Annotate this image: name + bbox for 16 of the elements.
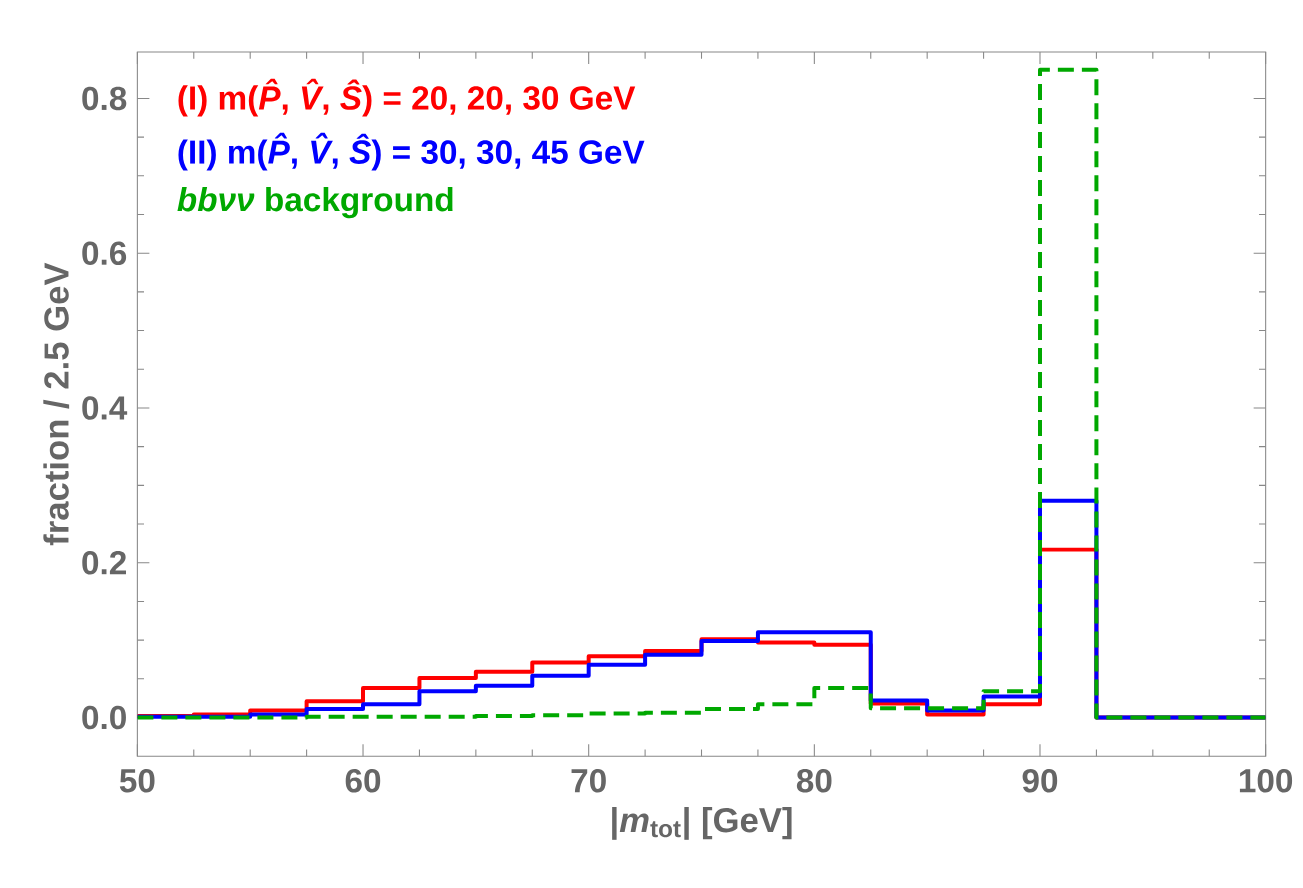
y-tick-label: 0.4 xyxy=(82,396,128,420)
y-axis-title: fraction / 2.5 GeV xyxy=(43,262,70,546)
text: bbνν background xyxy=(177,186,453,219)
text: (II) m(P̂, V̂, Ŝ) = 30, 30, 45 GeV xyxy=(178,132,645,171)
y-tick-label: 0.0 xyxy=(82,705,126,730)
x-tick-label: 80 xyxy=(796,768,832,793)
y-tick-label: 0.6 xyxy=(82,241,127,265)
text: (I) m(P̂, V̂, Ŝ) = 20, 20, 30 GeV xyxy=(178,78,636,117)
y-tick-label: 0.2 xyxy=(82,550,126,575)
x-tick-label: 90 xyxy=(1022,768,1058,793)
x-axis-title: |m$_{tot}$| [GeV] xyxy=(612,806,792,840)
x-tick-label: 70 xyxy=(571,768,606,793)
x-tick-label: 50 xyxy=(119,768,155,793)
y-tick-label: 0.8 xyxy=(82,86,127,111)
x-tick-label: 60 xyxy=(345,768,381,793)
x-tick-label: 100 xyxy=(1239,768,1293,793)
